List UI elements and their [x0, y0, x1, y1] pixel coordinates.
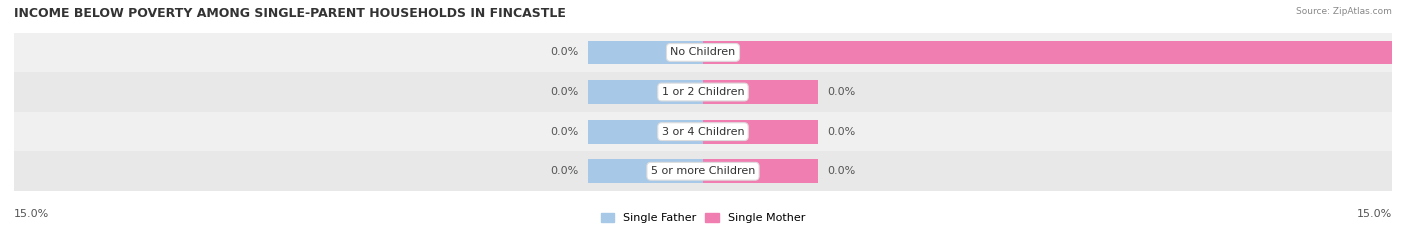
Text: 0.0%: 0.0% [551, 127, 579, 137]
Bar [703, 159, 818, 183]
Bar [703, 80, 818, 104]
Text: 3 or 4 Children: 3 or 4 Children [662, 127, 744, 137]
Legend: Single Father, Single Mother: Single Father, Single Mother [596, 208, 810, 227]
Text: 5 or more Children: 5 or more Children [651, 166, 755, 176]
Text: Source: ZipAtlas.com: Source: ZipAtlas.com [1296, 7, 1392, 16]
Text: 0.0%: 0.0% [827, 166, 855, 176]
Text: 15.0%: 15.0% [14, 209, 49, 219]
Bar [14, 151, 1392, 191]
Text: INCOME BELOW POVERTY AMONG SINGLE-PARENT HOUSEHOLDS IN FINCASTLE: INCOME BELOW POVERTY AMONG SINGLE-PARENT… [14, 7, 567, 20]
Text: 0.0%: 0.0% [827, 127, 855, 137]
Text: 0.0%: 0.0% [551, 87, 579, 97]
Text: 0.0%: 0.0% [827, 87, 855, 97]
Text: No Children: No Children [671, 48, 735, 57]
Text: 15.0%: 15.0% [1357, 209, 1392, 219]
Text: 1 or 2 Children: 1 or 2 Children [662, 87, 744, 97]
Text: 0.0%: 0.0% [551, 166, 579, 176]
Bar [588, 80, 703, 104]
Bar [14, 33, 1392, 72]
Bar [588, 159, 703, 183]
Bar [703, 41, 1406, 64]
Text: 0.0%: 0.0% [551, 48, 579, 57]
Bar [14, 72, 1392, 112]
Bar [588, 41, 703, 64]
Bar [588, 120, 703, 144]
Bar [703, 120, 818, 144]
Bar [14, 112, 1392, 151]
